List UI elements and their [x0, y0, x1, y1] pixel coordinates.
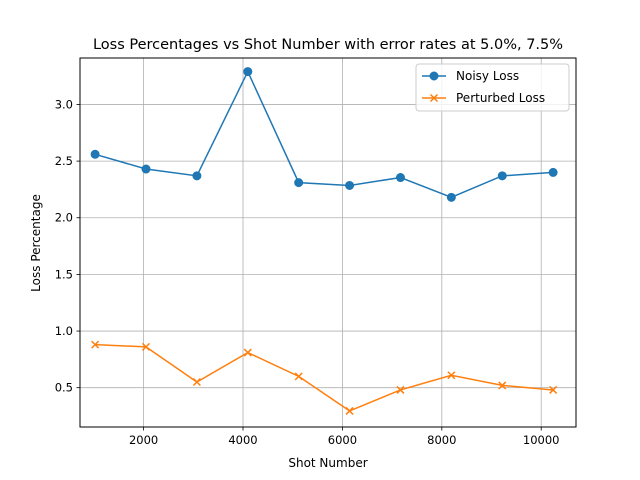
x-tick-label: 8000: [427, 433, 456, 447]
grid: [80, 58, 576, 427]
x-axis-label: Shot Number: [288, 456, 367, 470]
plot-frame: [79, 57, 577, 428]
data-point: [446, 192, 456, 202]
data-point: [447, 371, 456, 380]
y-tick-label: 0.5: [55, 381, 73, 395]
data-point: [243, 348, 252, 357]
x-tick-label: 6000: [328, 433, 357, 447]
data-point: [497, 171, 507, 181]
series-0: [90, 67, 558, 202]
y-tick-label: 1.0: [55, 324, 73, 338]
data-point: [243, 67, 253, 77]
y-tick-label: 2.5: [55, 154, 73, 168]
data-point: [192, 377, 201, 387]
legend-marker: [429, 71, 439, 81]
legend-marker: [429, 93, 439, 103]
series-lines: [90, 67, 558, 415]
y-axis-ticks: 0.5 1.0 1.5 2.0 2.5 3.0: [55, 97, 80, 395]
legend: Noisy Loss Perturbed Loss: [415, 63, 570, 112]
data-point: [141, 164, 151, 174]
data-point: [548, 167, 558, 177]
legend-box: [415, 63, 570, 112]
x-axis-ticks: 2000 4000 6000 8000 10000: [129, 427, 560, 447]
legend-label: Noisy Loss: [456, 69, 519, 83]
data-point: [90, 149, 100, 159]
series-line: [94, 69, 554, 199]
legend-entry: Noisy Loss: [422, 69, 519, 83]
data-point: [345, 180, 355, 190]
data-point: [192, 171, 202, 181]
data-point: [141, 342, 151, 351]
data-point: [294, 178, 304, 188]
x-tick-label: 4000: [228, 433, 257, 447]
data-point: [395, 173, 405, 183]
series-line: [95, 343, 554, 412]
y-axis-label: Loss Percentage: [29, 194, 43, 292]
legend-label: Perturbed Loss: [456, 91, 545, 105]
y-tick-label: 2.0: [55, 211, 73, 225]
series-1: [91, 340, 558, 415]
data-point: [396, 385, 405, 394]
y-tick-label: 3.0: [55, 97, 73, 111]
x-tick-label: 2000: [129, 433, 158, 447]
legend-entry: Perturbed Loss: [422, 91, 545, 105]
y-tick-label: 1.5: [55, 267, 73, 281]
data-point: [91, 340, 100, 349]
data-point: [498, 381, 507, 390]
x-tick-label: 10000: [523, 433, 560, 447]
data-point: [345, 406, 354, 415]
data-point: [549, 385, 558, 394]
data-point: [294, 372, 303, 381]
chart-title: Loss Percentages vs Shot Number with err…: [93, 37, 563, 53]
